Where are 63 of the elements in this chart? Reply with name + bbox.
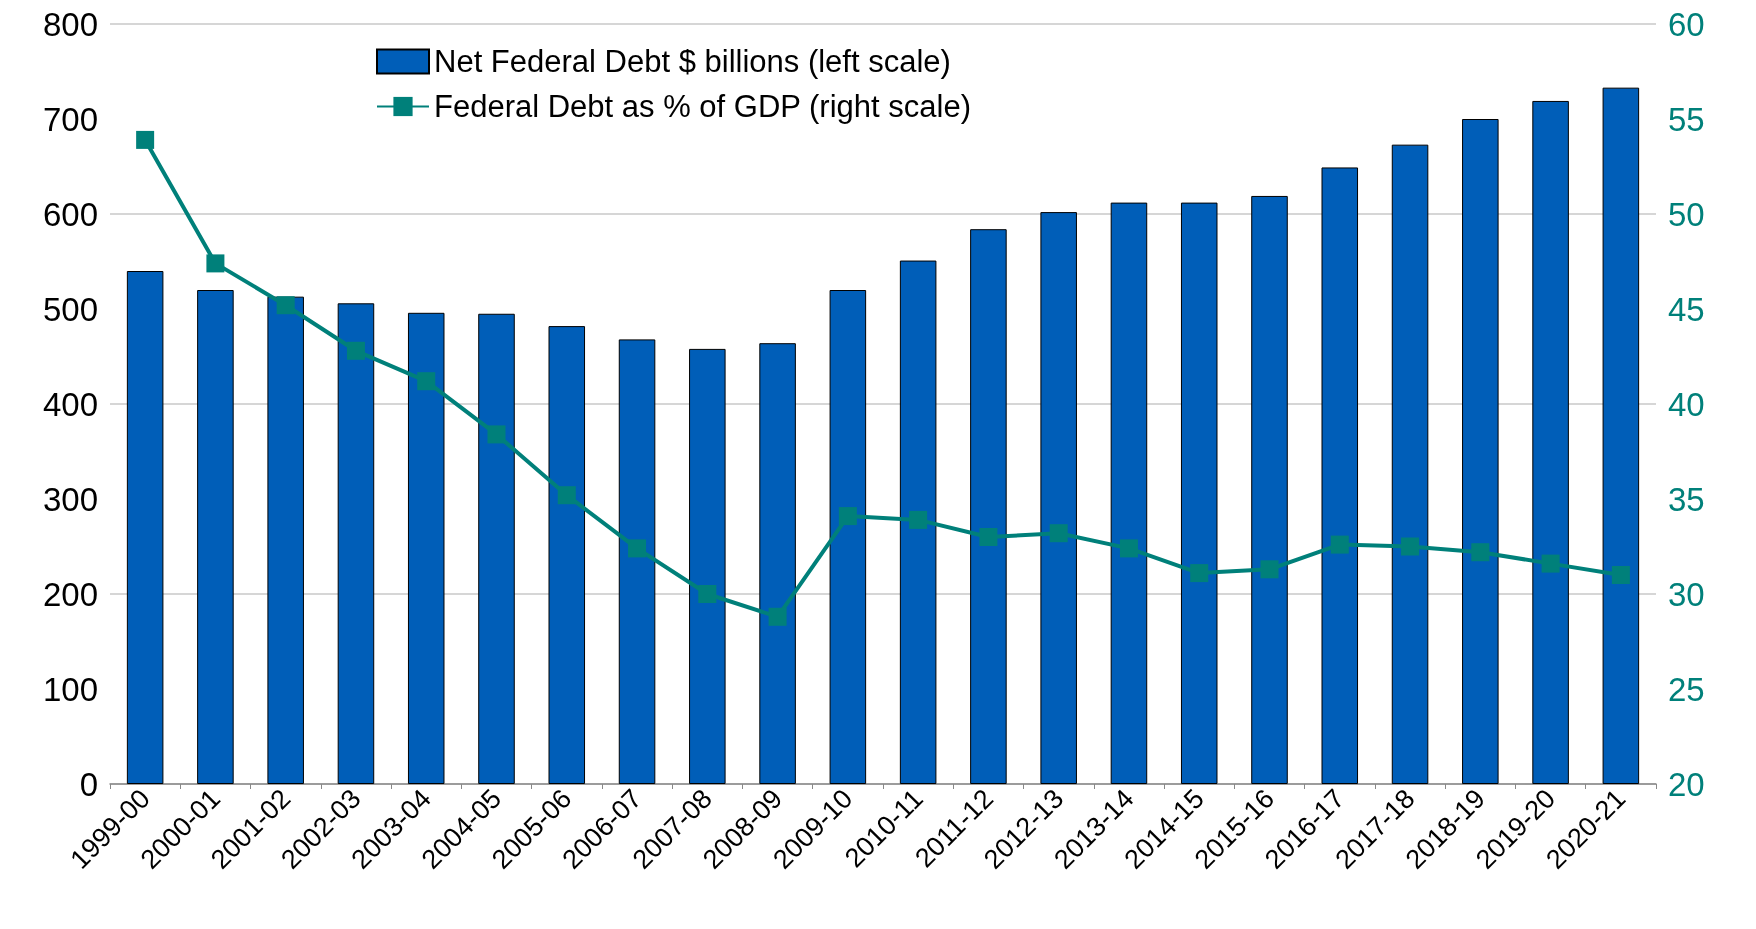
y2-tick-label: 20 [1668, 765, 1705, 803]
y2-tick-label: 60 [1668, 5, 1705, 43]
point [346, 341, 365, 360]
point [838, 507, 857, 526]
bar [478, 313, 515, 784]
y2-tick-label: 45 [1668, 290, 1705, 328]
y-tick-label: 600 [42, 195, 98, 233]
bar [1462, 119, 1499, 784]
bar [267, 296, 304, 784]
y2-tick-label: 25 [1668, 670, 1705, 708]
y2-tick-label: 55 [1668, 100, 1705, 138]
point [136, 130, 155, 149]
point [909, 510, 928, 529]
bar [759, 343, 796, 784]
bar [829, 290, 867, 784]
point [1330, 535, 1349, 554]
point [1119, 539, 1138, 558]
bar [1180, 202, 1218, 784]
y-tick-label: 800 [42, 5, 98, 43]
point [628, 539, 647, 558]
bar [970, 229, 1007, 784]
y2-tick-label: 35 [1668, 480, 1705, 518]
point [1260, 560, 1279, 579]
bar [548, 326, 586, 784]
point [417, 372, 436, 391]
y2-tick-label: 40 [1668, 385, 1705, 423]
point [276, 296, 295, 315]
point [979, 528, 998, 546]
point [768, 607, 787, 626]
legend-label: Net Federal Debt $ billions (left scale) [434, 44, 951, 79]
bar [197, 290, 234, 784]
point [1049, 524, 1068, 543]
y-tick-label: 700 [42, 100, 98, 138]
point [206, 254, 225, 273]
point [1541, 554, 1560, 573]
point [1471, 543, 1490, 562]
y2-tick-label: 50 [1668, 195, 1705, 233]
bar [1602, 87, 1640, 784]
point [557, 486, 576, 505]
legend-label: Federal Debt as % of GDP (right scale) [434, 89, 971, 124]
y2-tick-label: 30 [1668, 575, 1705, 613]
bar [1391, 144, 1429, 784]
bar [1532, 100, 1569, 784]
bar [899, 260, 937, 784]
bar [407, 312, 445, 784]
y-tick-label: 400 [42, 385, 98, 423]
y-tick-label: 300 [42, 480, 98, 518]
point [698, 585, 717, 603]
bar [689, 348, 726, 784]
y-tick-label: 100 [42, 670, 98, 708]
point [487, 425, 506, 444]
point [1611, 566, 1630, 584]
bar [1251, 195, 1288, 784]
bar [337, 303, 375, 784]
bar [618, 339, 656, 784]
point [1190, 564, 1209, 583]
bar [1110, 202, 1148, 784]
bar [126, 271, 164, 784]
y-tick-label: 200 [42, 575, 98, 613]
bar [1321, 167, 1359, 784]
point [1401, 537, 1420, 556]
y-tick-label: 500 [42, 290, 98, 328]
bar [1040, 212, 1077, 784]
